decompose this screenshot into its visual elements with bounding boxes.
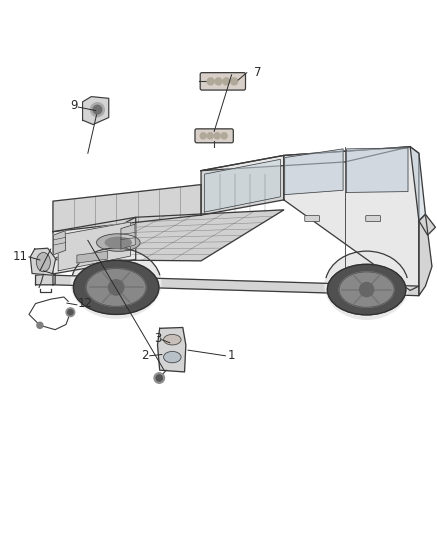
Polygon shape bbox=[201, 147, 410, 171]
Polygon shape bbox=[77, 251, 108, 263]
Polygon shape bbox=[284, 147, 419, 290]
Circle shape bbox=[214, 133, 220, 139]
Circle shape bbox=[37, 322, 43, 328]
Ellipse shape bbox=[71, 248, 161, 318]
Circle shape bbox=[154, 373, 164, 383]
Text: 3: 3 bbox=[154, 332, 161, 345]
Circle shape bbox=[231, 78, 238, 85]
Polygon shape bbox=[83, 96, 109, 125]
Text: 9: 9 bbox=[70, 99, 78, 112]
FancyBboxPatch shape bbox=[305, 215, 319, 222]
Circle shape bbox=[207, 133, 213, 139]
Polygon shape bbox=[53, 217, 136, 274]
Polygon shape bbox=[121, 224, 135, 249]
Circle shape bbox=[68, 310, 73, 315]
Polygon shape bbox=[419, 214, 435, 235]
FancyBboxPatch shape bbox=[195, 129, 233, 143]
Polygon shape bbox=[205, 159, 281, 212]
Polygon shape bbox=[53, 275, 419, 296]
FancyBboxPatch shape bbox=[200, 72, 246, 90]
Polygon shape bbox=[419, 214, 432, 296]
Text: 11: 11 bbox=[13, 251, 28, 263]
Text: 2: 2 bbox=[141, 349, 148, 362]
Ellipse shape bbox=[86, 269, 146, 306]
Polygon shape bbox=[347, 148, 408, 192]
Circle shape bbox=[156, 375, 162, 381]
Ellipse shape bbox=[339, 272, 394, 307]
Polygon shape bbox=[58, 222, 131, 271]
Ellipse shape bbox=[73, 261, 159, 314]
Ellipse shape bbox=[97, 234, 140, 251]
Polygon shape bbox=[53, 231, 66, 255]
Polygon shape bbox=[53, 184, 201, 232]
Polygon shape bbox=[285, 149, 343, 195]
Text: 12: 12 bbox=[78, 297, 93, 310]
Circle shape bbox=[90, 103, 104, 117]
Polygon shape bbox=[30, 248, 55, 275]
Polygon shape bbox=[201, 156, 284, 215]
Circle shape bbox=[66, 308, 75, 317]
Text: 1: 1 bbox=[228, 349, 235, 362]
Ellipse shape bbox=[36, 253, 50, 272]
Ellipse shape bbox=[325, 251, 408, 319]
Ellipse shape bbox=[163, 334, 181, 345]
Circle shape bbox=[223, 78, 230, 85]
Circle shape bbox=[93, 106, 102, 114]
Circle shape bbox=[360, 282, 374, 297]
Circle shape bbox=[215, 78, 222, 85]
Polygon shape bbox=[53, 210, 284, 261]
Circle shape bbox=[221, 133, 227, 139]
Ellipse shape bbox=[163, 351, 181, 363]
Circle shape bbox=[200, 133, 206, 139]
Polygon shape bbox=[35, 274, 55, 285]
Circle shape bbox=[108, 280, 124, 295]
Ellipse shape bbox=[327, 264, 406, 315]
Ellipse shape bbox=[105, 237, 132, 248]
Polygon shape bbox=[157, 327, 186, 372]
Text: 7: 7 bbox=[254, 66, 261, 79]
Circle shape bbox=[207, 78, 214, 85]
FancyBboxPatch shape bbox=[366, 215, 381, 222]
Polygon shape bbox=[410, 147, 425, 221]
